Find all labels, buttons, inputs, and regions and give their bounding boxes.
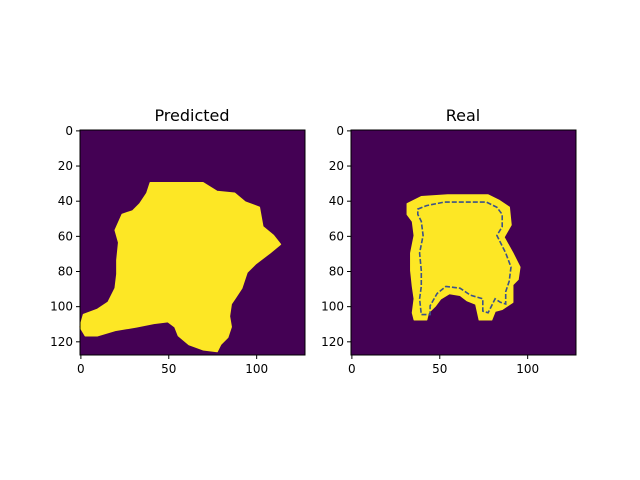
panel-real: Real 0 50 100 0 20 40 60 80 100 120 — [321, 106, 577, 376]
x-tick-label: 0 — [77, 362, 85, 376]
axes-frame — [79, 129, 306, 356]
y-tick-label: 60 — [58, 229, 73, 243]
x-tick-label: 50 — [432, 362, 447, 376]
y-tick-label: 100 — [321, 300, 344, 314]
mask-foreground — [406, 194, 521, 321]
y-tick-label: 0 — [65, 124, 73, 138]
x-tick-label: 100 — [245, 362, 268, 376]
y-axis: 0 20 40 60 80 100 120 — [321, 124, 351, 349]
x-tick-label: 0 — [348, 362, 356, 376]
panel-title: Real — [446, 106, 481, 125]
y-tick-label: 120 — [321, 335, 344, 349]
y-axis: 0 20 40 60 80 100 120 — [50, 124, 80, 349]
mask-foreground — [79, 181, 282, 353]
image-area — [351, 130, 576, 355]
image-area — [79, 130, 305, 355]
x-tick-label: 50 — [161, 362, 176, 376]
x-tick-label: 100 — [516, 362, 539, 376]
y-tick-label: 20 — [329, 159, 344, 173]
y-tick-label: 40 — [58, 194, 73, 208]
mask-inner-contour — [416, 201, 512, 316]
x-axis: 0 50 100 — [348, 355, 539, 376]
y-tick-label: 20 — [58, 159, 73, 173]
y-tick-label: 80 — [58, 265, 73, 279]
x-axis: 0 50 100 — [77, 355, 268, 376]
panel-title: Predicted — [154, 106, 229, 125]
panel-predicted: Predicted 0 50 100 0 20 40 60 80 100 120 — [50, 106, 306, 376]
y-tick-label: 120 — [50, 335, 73, 349]
y-tick-label: 0 — [336, 124, 344, 138]
axes-frame — [350, 129, 577, 356]
y-tick-label: 100 — [50, 300, 73, 314]
y-tick-label: 40 — [329, 194, 344, 208]
y-tick-label: 80 — [329, 265, 344, 279]
y-tick-label: 60 — [329, 229, 344, 243]
